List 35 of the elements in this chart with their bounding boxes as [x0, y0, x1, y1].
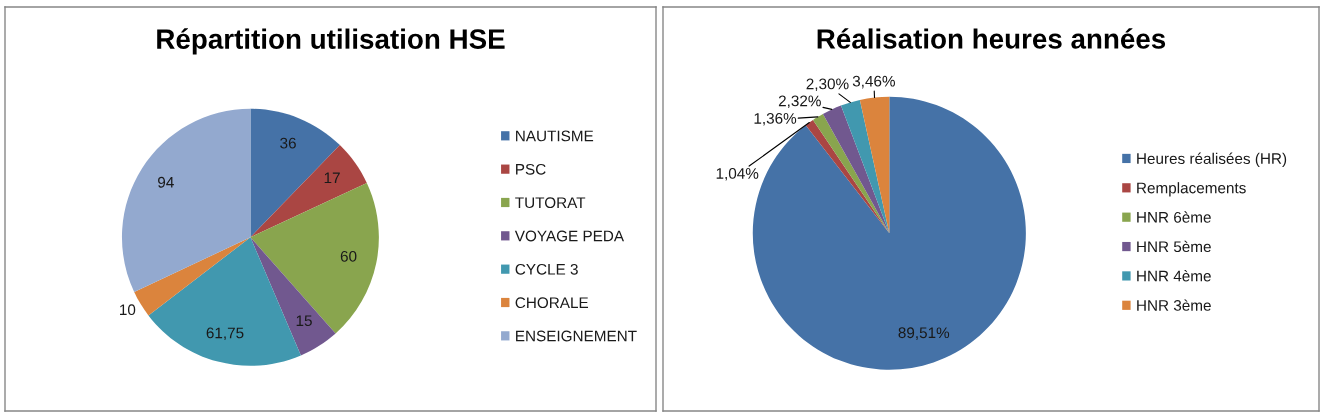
data-label: 61,75 [206, 327, 244, 341]
legend-label: ENSEIGNEMENT [516, 330, 637, 342]
legend-label: CYCLE 3 [515, 263, 578, 275]
legend-label: NAUTISME [516, 130, 594, 142]
legend-label: Remplacements [1137, 182, 1246, 197]
pie-slice [840, 99, 890, 234]
pie-slice [121, 108, 251, 292]
legend-label: Heures réalisées (HR) [1137, 152, 1287, 168]
data-label: 60 [340, 250, 357, 262]
data-label: 89,51% [898, 327, 950, 340]
data-label: 2,30% [806, 78, 849, 92]
pie-slice [822, 105, 890, 234]
legend-label: HNR 6ème [1137, 211, 1211, 223]
legend-label: HNR 3ème [1137, 299, 1211, 311]
pie-slice [134, 237, 251, 316]
data-label: 94 [158, 176, 174, 188]
legend-label: PSC [516, 163, 546, 175]
data-label: 1,04% [716, 167, 759, 181]
data-label: 2,32% [778, 95, 821, 109]
data-label: 10 [120, 304, 136, 316]
data-label: 15 [296, 315, 312, 327]
chart-title: Réalisation heures années [817, 28, 1166, 49]
data-label: 17 [324, 172, 340, 184]
pie-slice [250, 237, 336, 356]
legend-label: HNR 4ème [1137, 270, 1211, 282]
pie-slice [250, 108, 340, 238]
legend-label: HNR 5ème [1137, 240, 1211, 253]
data-label: 3,46% [852, 75, 895, 89]
data-label: 36 [280, 137, 296, 149]
chart-title: Répartition utilisation HSE [157, 28, 505, 55]
legend-label: VOYAGE PEDA [514, 230, 625, 242]
pie-slice [250, 182, 379, 334]
legend-label: TUTORAT [515, 197, 586, 209]
legend-label: CHORALE [515, 297, 589, 309]
data-label: 1,36% [754, 112, 797, 126]
